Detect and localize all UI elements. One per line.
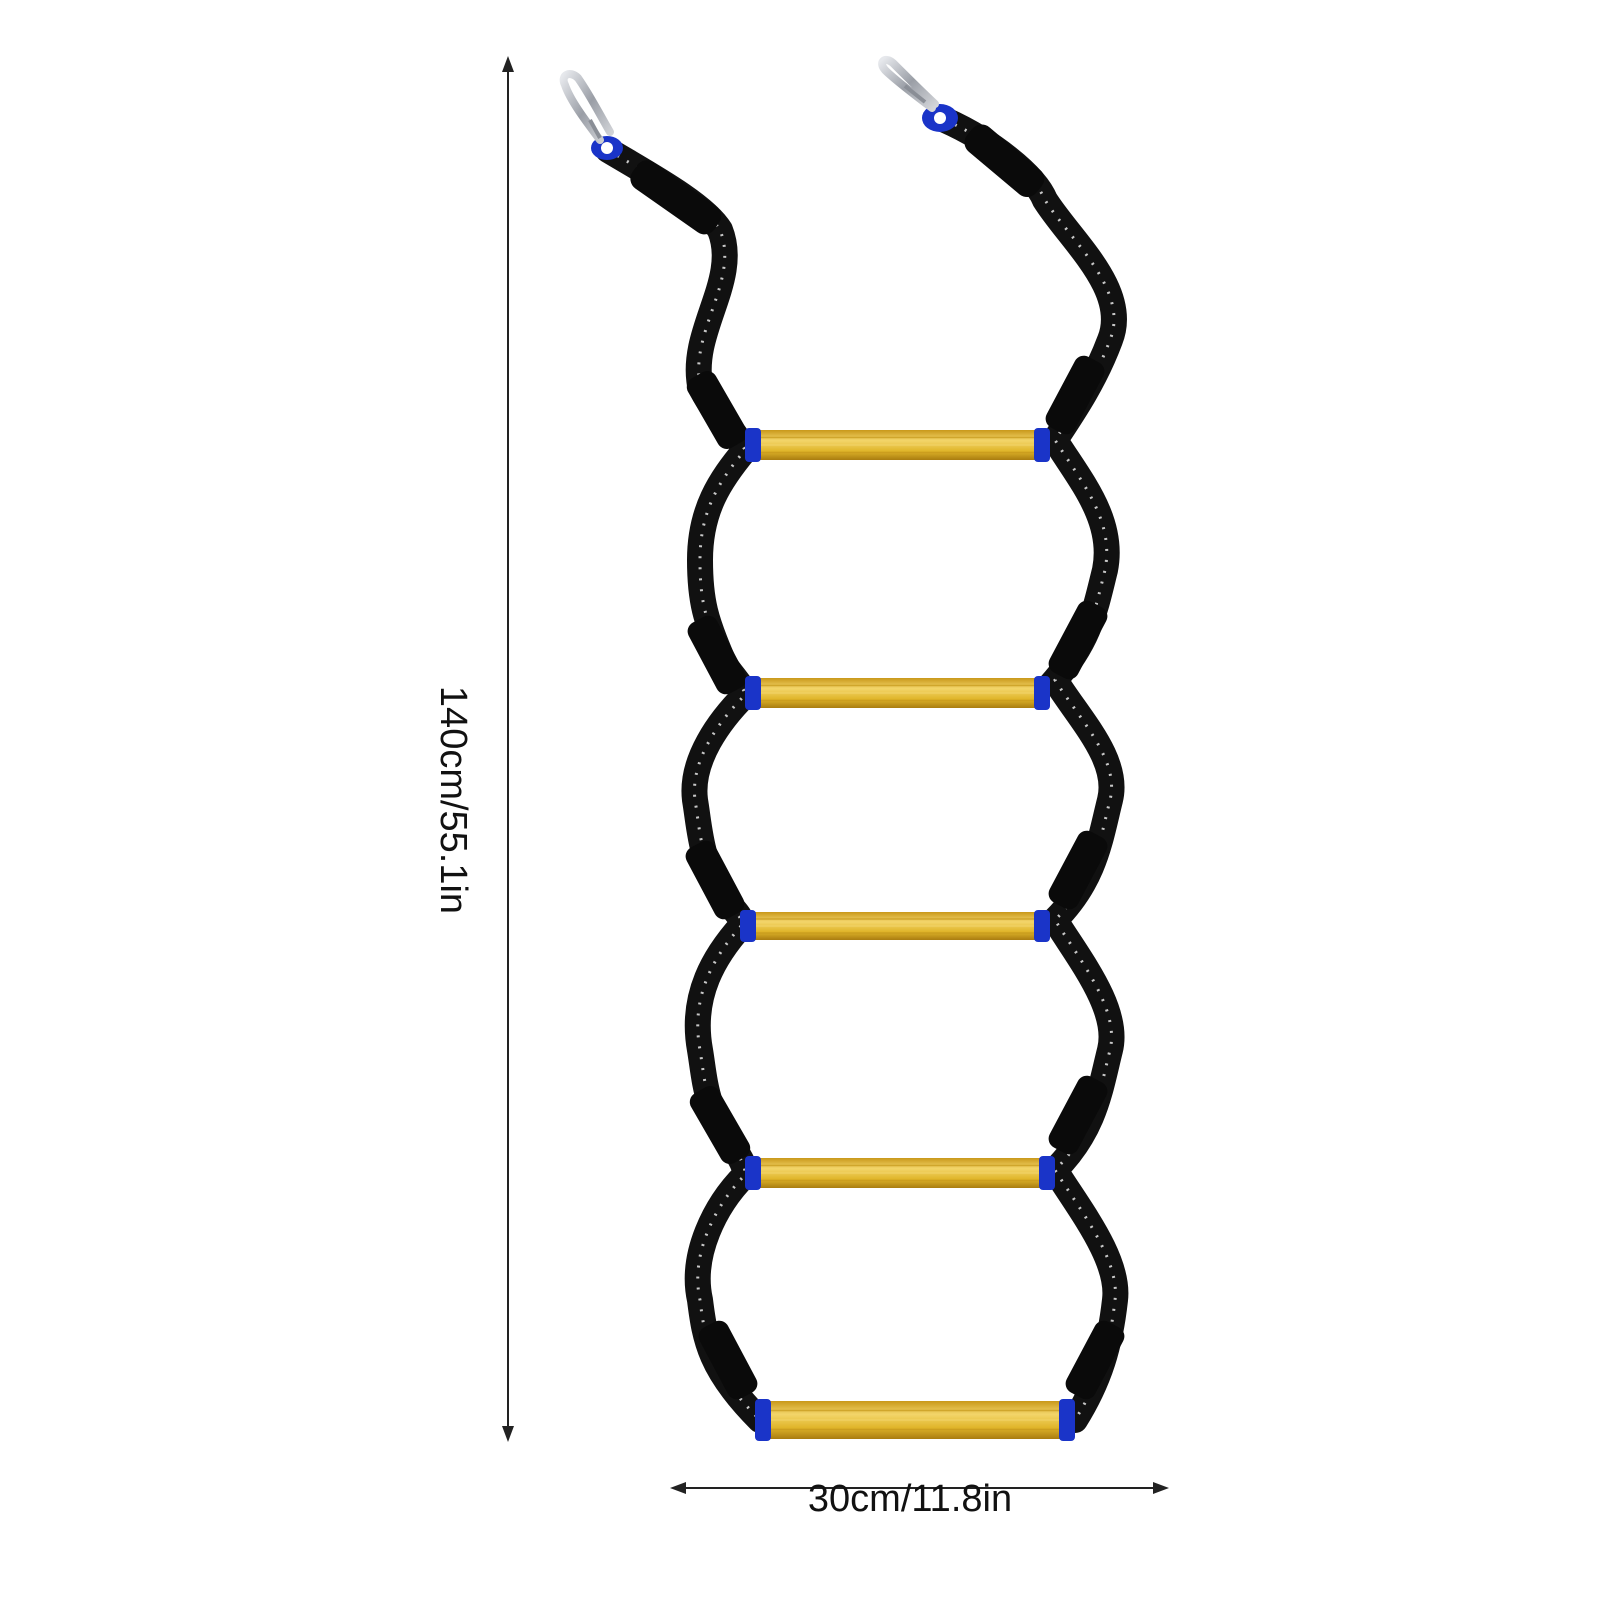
- rung-cap-left: [755, 1399, 771, 1441]
- rung-cap-left: [745, 676, 761, 710]
- rung-cap-left: [740, 910, 756, 942]
- left-rope: [608, 150, 760, 1420]
- right-snap-hook: [882, 60, 958, 132]
- left-snap-hook: [564, 74, 623, 160]
- rung-2: [745, 676, 1050, 710]
- rung-cap-right: [1034, 428, 1050, 462]
- rung-3: [740, 910, 1050, 942]
- rung-4: [745, 1156, 1055, 1190]
- height-dimension-arrow: [502, 56, 514, 1442]
- rung-cap-right: [1034, 910, 1050, 942]
- height-label: 140cm/55.1in: [428, 550, 478, 1050]
- rung-cap-right: [1034, 676, 1050, 710]
- width-label: 30cm/11.8in: [660, 1478, 1160, 1521]
- rung-5: [755, 1399, 1075, 1441]
- right-rope: [945, 120, 1115, 1420]
- rung-cap-left: [745, 1156, 761, 1190]
- rung-cap-right: [1059, 1399, 1075, 1441]
- ladder-rungs: [740, 428, 1075, 1441]
- rung-cap-right: [1039, 1156, 1055, 1190]
- rung-cap-left: [745, 428, 761, 462]
- rung-1: [745, 428, 1050, 462]
